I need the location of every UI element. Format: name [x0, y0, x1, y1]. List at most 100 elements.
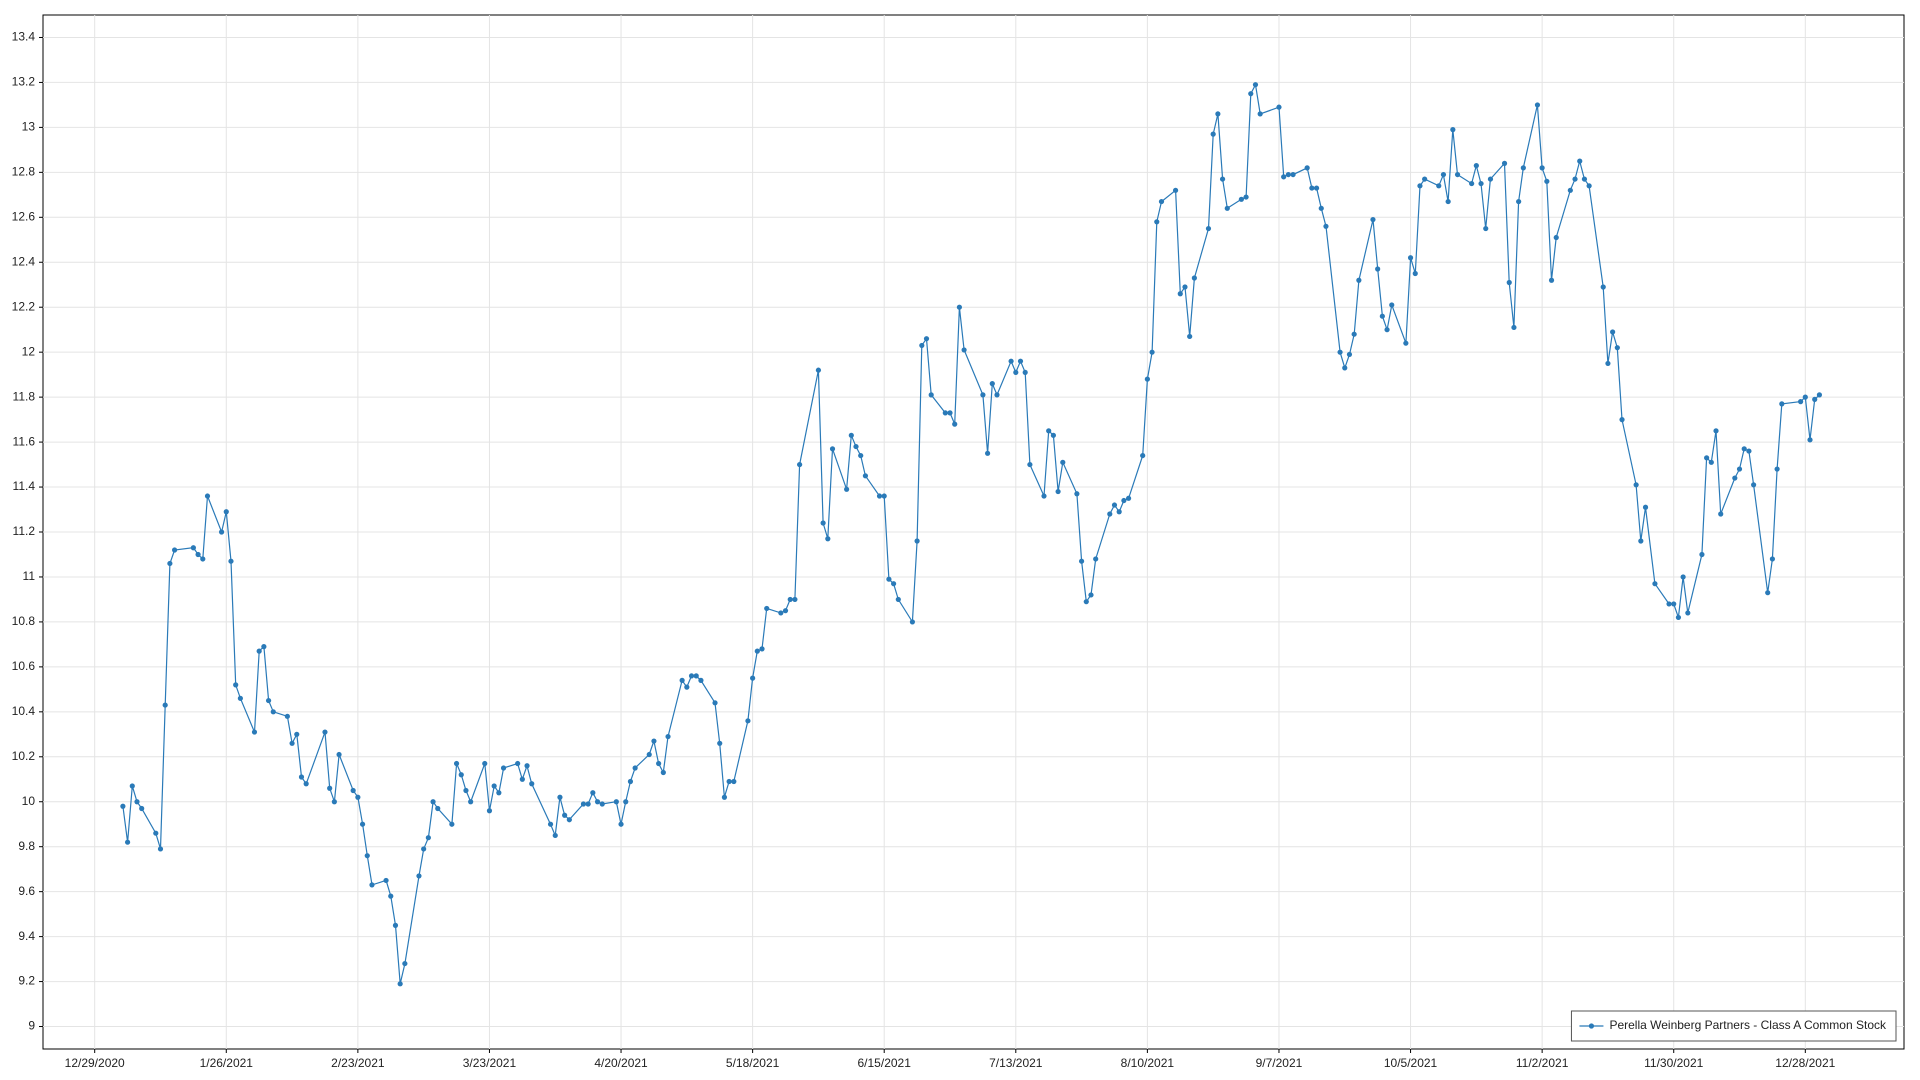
data-point	[1116, 509, 1122, 515]
y-tick-label: 13.4	[12, 30, 36, 44]
data-point	[1577, 158, 1583, 164]
data-point	[1107, 511, 1113, 517]
data-point	[1309, 185, 1315, 191]
data-point	[1774, 466, 1780, 472]
data-point	[782, 608, 789, 614]
data-point	[1614, 345, 1620, 351]
data-point	[167, 560, 173, 567]
data-point	[1008, 358, 1014, 364]
data-point	[1407, 255, 1414, 261]
data-point	[942, 410, 948, 416]
x-tick-label: 5/18/2021	[726, 1056, 780, 1070]
data-point	[580, 801, 587, 807]
data-point	[1013, 369, 1019, 376]
data-point	[679, 677, 685, 683]
data-point	[416, 873, 422, 879]
data-point	[1469, 180, 1475, 187]
data-point	[223, 509, 229, 515]
data-point	[519, 776, 525, 782]
y-tick-label: 12.8	[12, 165, 36, 179]
data-point	[1680, 574, 1686, 580]
data-point	[1454, 171, 1461, 178]
data-point	[1187, 333, 1193, 340]
data-point	[656, 760, 662, 767]
data-point	[989, 381, 995, 387]
data-point	[1389, 302, 1395, 308]
data-point	[1093, 556, 1099, 562]
data-point	[228, 558, 234, 564]
data-point	[171, 547, 178, 553]
data-point	[651, 738, 657, 744]
data-point	[1318, 205, 1324, 211]
data-point	[1478, 180, 1484, 187]
data-point	[956, 304, 963, 310]
data-point	[1516, 198, 1522, 205]
data-point	[303, 781, 309, 787]
y-tick-label: 10.2	[12, 749, 36, 763]
data-point	[754, 648, 760, 654]
data-point	[909, 619, 916, 625]
data-point	[1017, 358, 1024, 364]
data-point	[491, 783, 497, 789]
data-point	[1520, 165, 1526, 171]
legend-box	[1570, 1010, 1897, 1042]
data-point	[200, 556, 206, 562]
data-point	[1356, 277, 1362, 283]
data-point	[764, 605, 770, 612]
data-point	[298, 774, 305, 780]
y-tick-label: 13.2	[12, 75, 36, 89]
legend: Perella Weinberg Partners - Class A Comm…	[1570, 1010, 1897, 1042]
data-point	[1285, 171, 1291, 178]
data-point	[820, 520, 826, 526]
y-tick-label: 12.2	[12, 299, 36, 313]
data-point	[458, 772, 464, 778]
data-point	[684, 684, 690, 690]
data-point	[529, 781, 535, 787]
data-point	[1713, 428, 1719, 434]
data-point	[1140, 452, 1146, 459]
data-point	[1281, 174, 1287, 180]
data-point	[1572, 176, 1578, 182]
data-point	[660, 769, 666, 776]
data-point	[359, 821, 366, 827]
data-point	[562, 812, 568, 818]
y-tick-label: 9.2	[18, 974, 35, 988]
data-point	[557, 794, 563, 800]
y-tick-label: 11.8	[13, 389, 36, 403]
data-point	[134, 799, 140, 805]
data-point	[797, 461, 803, 468]
y-tick-label: 11.6	[13, 434, 36, 448]
data-point	[402, 960, 408, 967]
data-point	[1501, 160, 1508, 166]
data-point	[1144, 376, 1150, 382]
data-point	[844, 486, 850, 492]
y-tick-label: 10.6	[12, 659, 36, 673]
data-point	[886, 576, 892, 582]
data-point	[195, 551, 201, 558]
data-point	[1586, 183, 1592, 189]
data-point	[1807, 437, 1813, 443]
y-tick-label: 9.8	[18, 839, 35, 853]
data-point	[233, 682, 239, 688]
data-point	[731, 778, 737, 785]
data-point	[778, 610, 784, 616]
data-point	[1812, 396, 1818, 402]
data-point	[1553, 234, 1559, 241]
data-point	[1539, 165, 1545, 171]
data-point	[923, 336, 930, 342]
data-point	[265, 697, 272, 704]
data-point	[1751, 482, 1757, 488]
data-point	[815, 367, 822, 373]
data-point	[1769, 556, 1776, 562]
data-point	[698, 677, 704, 683]
data-point	[1172, 187, 1179, 193]
data-point	[1746, 448, 1752, 454]
data-point	[1370, 216, 1376, 223]
data-point	[270, 709, 276, 715]
y-tick-label: 9.4	[18, 929, 35, 943]
data-point	[383, 877, 389, 884]
data-point	[397, 981, 403, 987]
data-point	[496, 790, 502, 796]
data-point	[1384, 327, 1390, 333]
data-point	[881, 493, 887, 499]
